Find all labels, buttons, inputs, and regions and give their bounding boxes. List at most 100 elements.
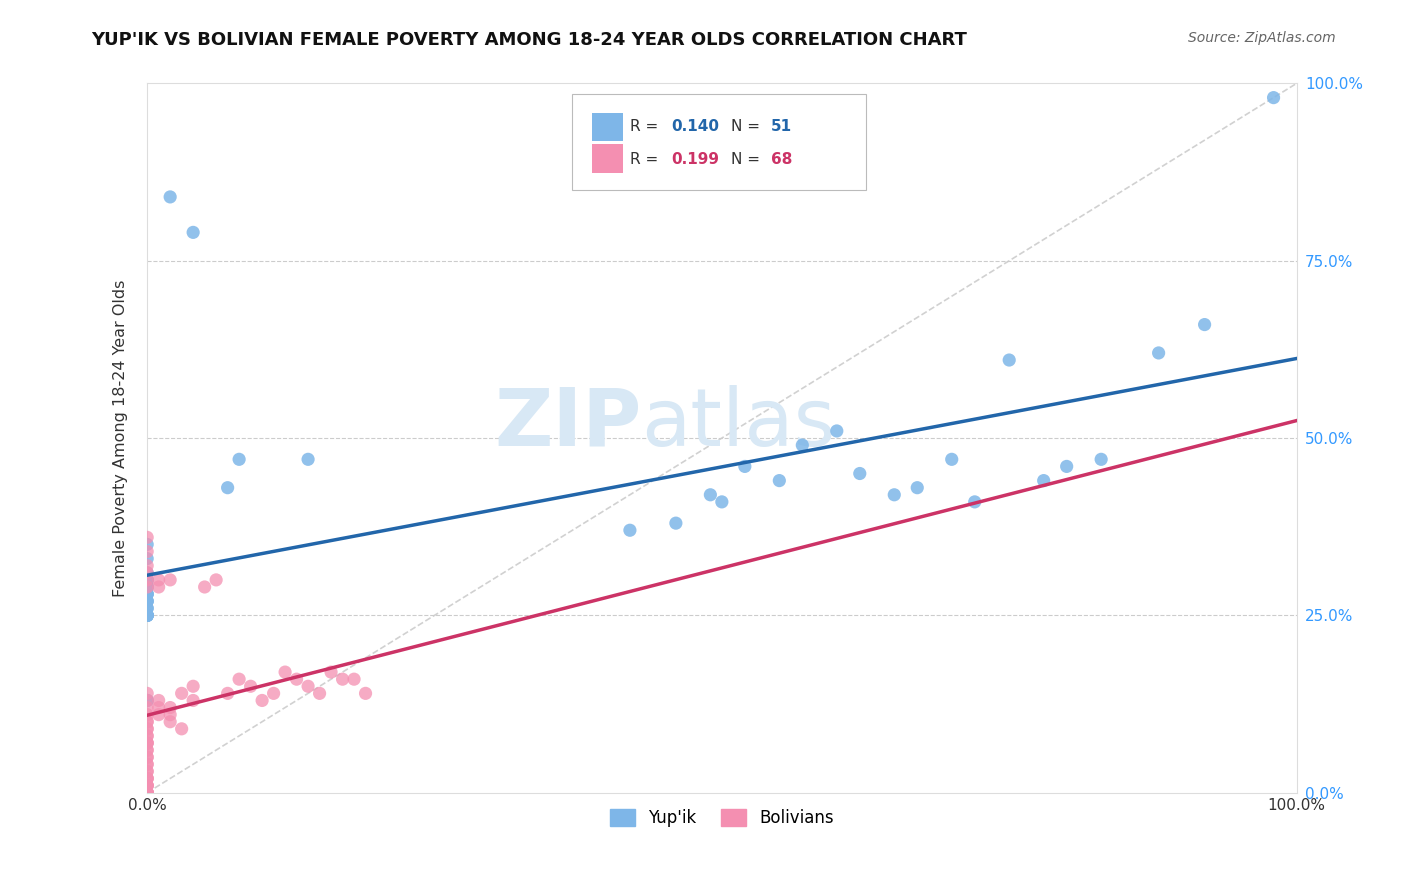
Point	[136, 573, 159, 587]
Point	[136, 722, 159, 736]
Point	[239, 679, 262, 693]
Point	[136, 587, 159, 601]
Point	[159, 707, 181, 722]
Point	[136, 566, 159, 580]
Point	[148, 707, 170, 722]
Point	[136, 580, 159, 594]
Point	[963, 495, 986, 509]
Point	[1032, 474, 1054, 488]
Point	[136, 558, 159, 573]
Point	[136, 686, 159, 700]
Point	[665, 516, 688, 530]
Point	[998, 353, 1021, 368]
Point	[136, 566, 159, 580]
Point	[136, 700, 159, 714]
Point	[825, 424, 848, 438]
Point	[274, 665, 297, 679]
Point	[136, 537, 159, 551]
Point	[136, 736, 159, 750]
Point	[319, 665, 342, 679]
Point	[136, 693, 159, 707]
Point	[332, 672, 354, 686]
Point	[136, 757, 159, 772]
Point	[148, 700, 170, 714]
Text: atlas: atlas	[641, 384, 835, 463]
Point	[159, 573, 181, 587]
Point	[217, 481, 239, 495]
Point	[1263, 90, 1285, 104]
Point	[136, 779, 159, 793]
Point	[136, 693, 159, 707]
Point	[194, 580, 217, 594]
Point	[792, 438, 814, 452]
Point	[285, 672, 308, 686]
Point	[849, 467, 872, 481]
Point	[228, 452, 250, 467]
Point	[136, 594, 159, 608]
Point	[136, 786, 159, 800]
Point	[136, 608, 159, 623]
Point	[136, 772, 159, 786]
Point	[1194, 318, 1216, 332]
FancyBboxPatch shape	[592, 112, 623, 141]
Point	[699, 488, 721, 502]
Y-axis label: Female Poverty Among 18-24 Year Olds: Female Poverty Among 18-24 Year Olds	[114, 279, 128, 597]
Text: R =: R =	[630, 152, 664, 167]
Point	[297, 452, 319, 467]
Point	[136, 608, 159, 623]
Point	[136, 573, 159, 587]
Point	[136, 594, 159, 608]
Point	[136, 786, 159, 800]
Point	[181, 679, 204, 693]
Point	[136, 764, 159, 779]
Point	[136, 530, 159, 544]
Point	[136, 707, 159, 722]
Point	[136, 786, 159, 800]
Point	[136, 736, 159, 750]
Text: ZIP: ZIP	[494, 384, 641, 463]
Point	[136, 601, 159, 615]
Point	[250, 693, 273, 707]
Point	[308, 686, 330, 700]
FancyBboxPatch shape	[572, 94, 866, 190]
Point	[181, 226, 204, 240]
Legend: Yup'ik, Bolivians: Yup'ik, Bolivians	[603, 803, 841, 834]
Text: 0.140: 0.140	[671, 120, 720, 134]
Point	[136, 544, 159, 558]
Point	[136, 608, 159, 623]
Text: N =: N =	[731, 152, 765, 167]
Point	[136, 750, 159, 764]
Point	[136, 587, 159, 601]
Point	[136, 779, 159, 793]
Text: R =: R =	[630, 120, 664, 134]
Point	[136, 580, 159, 594]
Point	[136, 714, 159, 729]
Point	[136, 750, 159, 764]
Point	[136, 779, 159, 793]
Point	[710, 495, 733, 509]
Point	[343, 672, 366, 686]
Point	[1090, 452, 1112, 467]
Point	[136, 594, 159, 608]
Point	[136, 608, 159, 623]
Point	[148, 693, 170, 707]
Point	[136, 714, 159, 729]
Point	[136, 608, 159, 623]
Point	[148, 580, 170, 594]
Point	[768, 474, 790, 488]
Point	[136, 772, 159, 786]
Point	[136, 786, 159, 800]
Point	[136, 551, 159, 566]
Point	[263, 686, 285, 700]
Point	[136, 743, 159, 757]
Point	[734, 459, 756, 474]
Point	[136, 601, 159, 615]
Point	[136, 736, 159, 750]
Point	[148, 573, 170, 587]
Point	[883, 488, 905, 502]
Point	[297, 679, 319, 693]
Point	[136, 587, 159, 601]
Point	[136, 743, 159, 757]
Point	[136, 722, 159, 736]
Point	[905, 481, 928, 495]
